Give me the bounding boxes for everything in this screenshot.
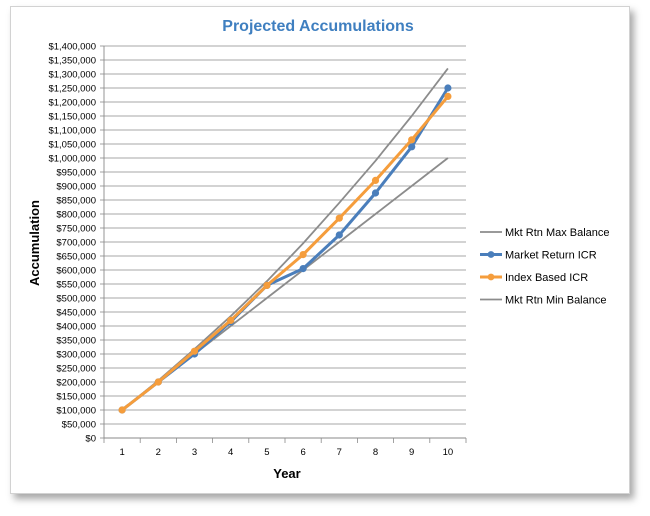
y-tick-label: $550,000: [56, 279, 96, 290]
legend-label-index-based-icr: Index Based ICR: [505, 272, 588, 284]
y-tick-label: $50,000: [62, 419, 96, 430]
y-tick-label: $700,000: [56, 237, 96, 248]
x-tick-label: 6: [300, 447, 305, 458]
x-tick-label: 8: [373, 447, 378, 458]
x-tick-label: 4: [228, 447, 233, 458]
y-tick-label: $950,000: [56, 167, 96, 178]
y-tick-label: $200,000: [56, 377, 96, 388]
x-tick-label: 7: [337, 447, 342, 458]
data-point-index-based-icr: [154, 378, 162, 386]
y-tick-label: $600,000: [56, 265, 96, 276]
chart-title: Projected Accumulations: [222, 18, 414, 35]
y-tick-label: $500,000: [56, 293, 96, 304]
series-line-market-return-icr: [121, 87, 450, 412]
data-point-index-based-icr: [227, 316, 235, 324]
y-tick-label: $300,000: [56, 349, 96, 360]
data-point-index-based-icr: [263, 281, 271, 289]
x-axis-label: Year: [273, 466, 300, 481]
data-point-index-based-icr: [118, 406, 126, 414]
y-tick-label: $1,050,000: [48, 139, 96, 150]
gridlines: [104, 45, 466, 425]
x-tick-label: 9: [409, 447, 414, 458]
y-tick-label: $650,000: [56, 251, 96, 262]
y-tick-label: $1,200,000: [48, 97, 96, 108]
y-tick-label: $100,000: [56, 405, 96, 416]
x-tick-label: 10: [443, 447, 454, 458]
data-point-market-return-icr: [371, 189, 380, 197]
data-point-market-return-icr: [299, 265, 307, 273]
x-axis-ticks: 1 2 3 4 5 6 7 8 9 10: [103, 438, 467, 458]
data-point-index-based-icr: [371, 176, 380, 184]
series-line-index-based-icr: [121, 95, 450, 412]
y-axis-label: Accumulation: [27, 200, 42, 286]
data-point-index-based-icr: [299, 251, 307, 259]
y-tick-label: $1,250,000: [48, 83, 96, 94]
y-tick-label: $350,000: [56, 335, 96, 346]
y-axis-ticks: $0 $50,000 $100,000 $150,000 $200,000 $250,00…: [48, 41, 104, 444]
x-tick-label: 1: [119, 447, 124, 458]
x-tick-label: 3: [192, 447, 197, 458]
legend-label-mkt-rtn-min-balance: Mkt Rtn Min Balance: [505, 295, 606, 307]
y-tick-label: $450,000: [56, 307, 96, 318]
series-line-mkt-rtn-max-balance: [121, 67, 449, 411]
y-tick-label: $250,000: [56, 363, 96, 374]
y-tick-label: $0: [85, 433, 96, 444]
legend-marker-market-return-icr: [487, 251, 495, 258]
data-point-index-based-icr: [444, 92, 452, 100]
y-tick-label: $1,400,000: [48, 41, 96, 52]
y-tick-label: $150,000: [56, 391, 96, 402]
y-tick-label: $1,100,000: [48, 125, 96, 136]
data-point-market-return-icr: [408, 143, 416, 151]
x-tick-label: 5: [264, 447, 269, 458]
legend-label-market-return-icr: Market Return ICR: [505, 250, 597, 262]
y-tick-label: $900,000: [56, 181, 96, 192]
y-tick-label: $1,300,000: [48, 69, 96, 80]
legend-marker-index-based-icr: [487, 273, 495, 281]
data-point-market-return-icr: [335, 231, 343, 239]
legend: Mkt Rtn Max Balance Market Return ICR Inde…: [480, 227, 610, 307]
legend-label-mkt-rtn-max-balance: Mkt Rtn Max Balance: [505, 227, 610, 239]
data-point-market-return-icr: [444, 84, 452, 92]
y-tick-label: $750,000: [56, 223, 96, 234]
chart-frame: [10, 6, 630, 494]
y-tick-label: $400,000: [56, 321, 96, 332]
x-tick-label: 2: [156, 447, 161, 458]
y-tick-label: $1,350,000: [48, 55, 96, 66]
y-tick-label: $1,150,000: [48, 111, 96, 122]
y-tick-label: $800,000: [56, 209, 96, 220]
data-point-index-based-icr: [335, 214, 343, 222]
y-tick-label: $850,000: [56, 195, 96, 206]
data-point-index-based-icr: [190, 347, 199, 355]
data-point-index-based-icr: [408, 136, 416, 144]
series-lines: [118, 67, 452, 414]
y-tick-label: $1,000,000: [48, 153, 96, 164]
